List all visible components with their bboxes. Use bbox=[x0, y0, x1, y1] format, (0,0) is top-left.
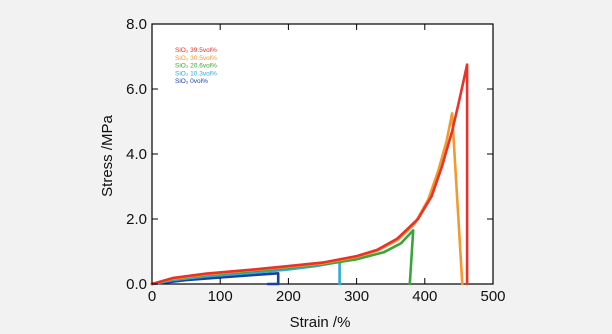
x-axis-title: Strain /% bbox=[290, 314, 351, 331]
y-tick-label: 6.0 bbox=[126, 81, 147, 98]
series-line-0 bbox=[150, 63, 469, 286]
x-tick-label: 200 bbox=[276, 288, 301, 305]
x-tick-label: 400 bbox=[412, 288, 437, 305]
legend-entry: SiO₂ 39.5vol% bbox=[175, 47, 217, 54]
y-axis-title: Stress /MPa bbox=[99, 114, 116, 196]
series-layer bbox=[150, 63, 469, 286]
x-tick-label: 100 bbox=[208, 288, 233, 305]
plot-frame bbox=[151, 23, 494, 285]
legend: SiO₂ 39.5vol%SiO₂ 30.5vol%SiO₂ 20.6vol%S… bbox=[175, 47, 217, 85]
y-tick-label: 4.0 bbox=[126, 146, 147, 163]
legend-entry: SiO₂ 20.6vol% bbox=[175, 63, 217, 70]
y-tick-label: 0.0 bbox=[126, 276, 147, 293]
legend-entry: SiO₂ 0vol% bbox=[175, 78, 208, 85]
ticks-layer: 0 100 200 300 400 500 0.0 2.0 4.0 6.0 8.0 bbox=[126, 16, 505, 305]
legend-entry: SiO₂ 10.3vol% bbox=[175, 70, 217, 77]
x-tick-label: 500 bbox=[480, 288, 505, 305]
y-tick-label: 8.0 bbox=[126, 16, 147, 33]
series-line-4 bbox=[150, 272, 280, 286]
y-tick-label: 2.0 bbox=[126, 211, 147, 228]
legend-entry: SiO₂ 30.5vol% bbox=[175, 55, 217, 62]
plot-area bbox=[151, 23, 494, 285]
x-tick-label: 300 bbox=[344, 288, 369, 305]
x-tick-label: 0 bbox=[148, 288, 156, 305]
